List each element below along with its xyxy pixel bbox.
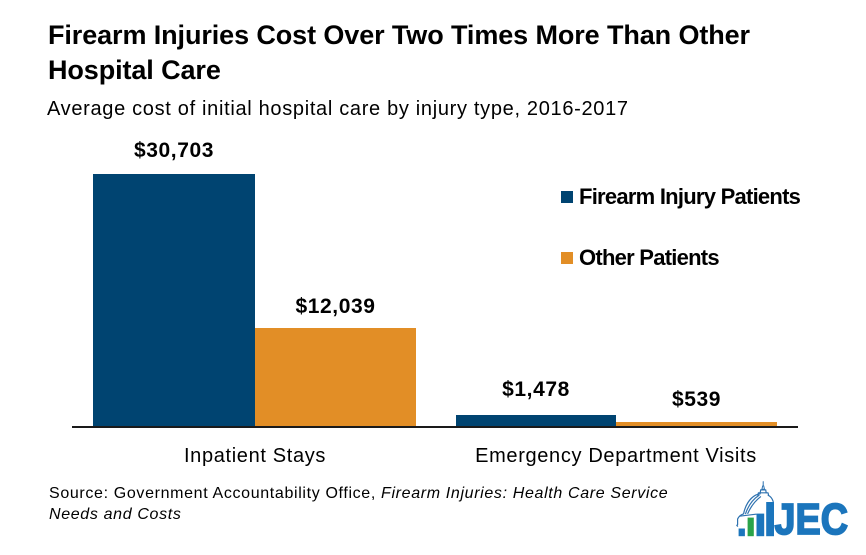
- svg-text:JEC: JEC: [775, 495, 849, 542]
